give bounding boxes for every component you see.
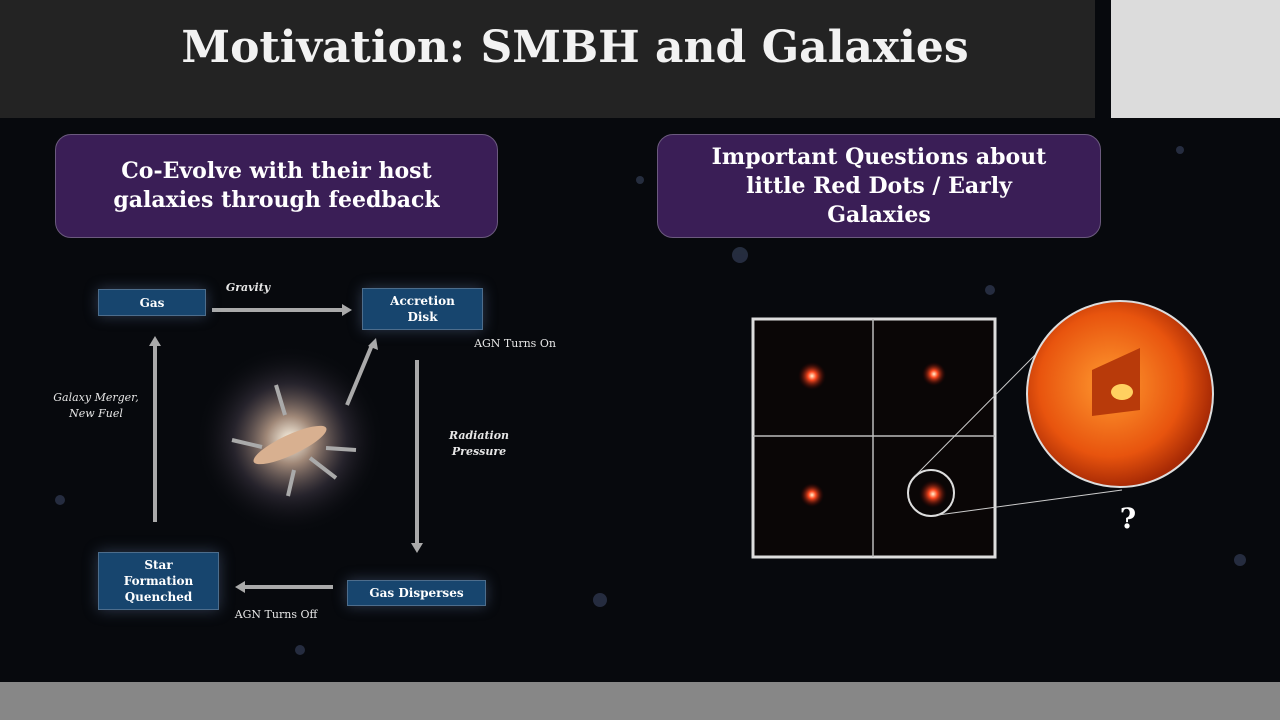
edge-label: AGN Turns Off [234,608,318,621]
edge-label: Gravity [225,281,271,294]
node: Accretion Disk [362,288,483,330]
footer-bar [0,682,1280,720]
slide-title: Motivation: SMBH and Galaxies [181,22,969,73]
question-mark: ? [1119,502,1137,535]
node: Gas Disperses [347,580,486,606]
left-box: Co-Evolve with their host galaxies throu… [55,134,498,238]
edge-label: AGN Turns On [474,337,556,350]
corner-block [1111,0,1280,118]
right-box: Important Questions about little Red Dot… [657,134,1101,238]
edge-label: Galaxy Merger, New Fuel [53,391,139,420]
edge-label: Radiation Pressure [448,429,510,458]
node: Gas [98,289,206,316]
title-bar [0,0,1095,118]
node: Star Formation Quenched [98,552,219,610]
